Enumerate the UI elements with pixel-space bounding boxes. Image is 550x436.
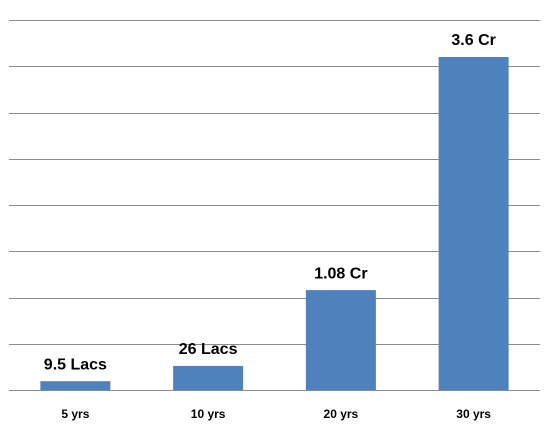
data-label: 9.5 Lacs xyxy=(44,356,107,373)
bar xyxy=(438,57,509,390)
x-tick-label: 30 yrs xyxy=(456,407,491,421)
bar xyxy=(305,290,376,390)
x-tick-label: 10 yrs xyxy=(191,407,226,421)
data-label: 1.08 Cr xyxy=(314,265,367,282)
bar xyxy=(173,365,244,390)
bar xyxy=(40,381,111,390)
x-tick-label: 5 yrs xyxy=(61,407,89,421)
data-label: 3.6 Cr xyxy=(451,32,495,49)
data-label: 26 Lacs xyxy=(179,341,238,358)
x-tick-label: 20 yrs xyxy=(324,407,359,421)
